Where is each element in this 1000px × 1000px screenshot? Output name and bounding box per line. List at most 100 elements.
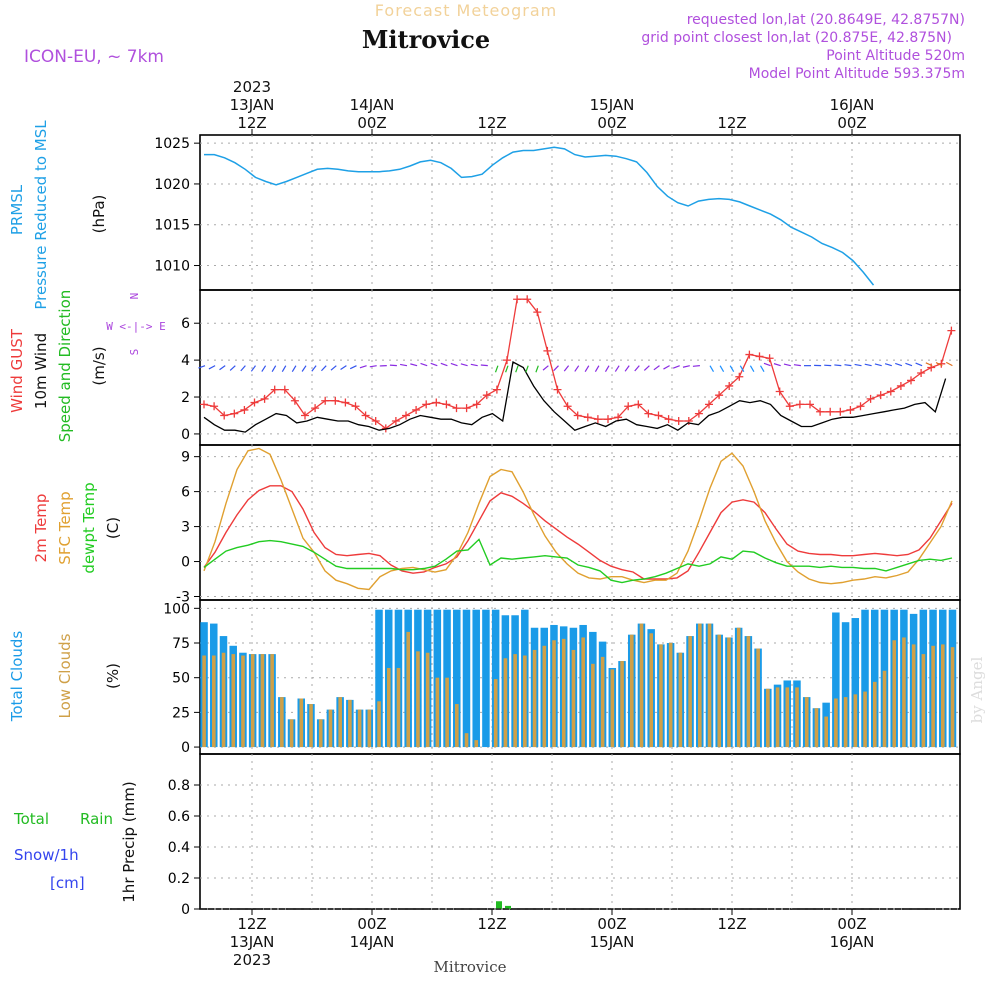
t2m-label: 2m Temp: [32, 494, 50, 563]
wind-arrow: [905, 362, 913, 367]
low-clouds-bar: [406, 631, 411, 748]
wind-arrow: [925, 362, 933, 367]
wind-arrow: [739, 365, 745, 373]
low-clouds-bar: [318, 719, 323, 748]
wind-arrow: [420, 362, 428, 367]
wind-arrow: [594, 365, 600, 373]
wind-arrow: [389, 364, 397, 367]
low-clouds-bar: [435, 677, 440, 748]
ytick-label: 50: [172, 671, 190, 687]
pressure-line: [204, 146, 875, 286]
low-clouds-bar: [707, 623, 712, 748]
wind-arrow: [515, 365, 519, 373]
gust-marker: [230, 409, 239, 418]
low-clouds-bar: [328, 709, 333, 748]
wind-arrow: [634, 365, 640, 372]
wind-arrow: [281, 365, 287, 373]
pressure-label-1: PRMSL: [8, 184, 26, 235]
wind-arrow: [340, 365, 347, 371]
low-clouds-bar: [863, 691, 867, 748]
total-clouds-bar: [851, 618, 860, 748]
low-clouds-bar: [367, 709, 372, 748]
wind-arrow: [470, 363, 478, 367]
low-clouds-bar: [552, 640, 556, 748]
ytick-label: 1020: [154, 177, 190, 193]
gust-marker: [816, 407, 825, 416]
gust-marker: [482, 391, 491, 400]
panel-frames: [199, 134, 961, 910]
snow-cm-label: [cm]: [50, 874, 85, 892]
wind-arrow: [430, 362, 438, 367]
compass-we: W <-|-> E: [106, 320, 166, 333]
wind-arrow: [719, 365, 725, 373]
low-clouds-bar: [289, 719, 294, 748]
wind-series: [198, 295, 956, 433]
gust-marker: [917, 369, 926, 378]
low-clouds-bar: [542, 645, 547, 748]
time-bottom-label: 00Z: [837, 915, 866, 933]
wind-arrow: [330, 365, 337, 371]
ytick-label: 0: [181, 555, 190, 571]
total-clouds-bar: [462, 609, 471, 748]
frame-pressure: [199, 134, 961, 291]
wind-arrow: [311, 365, 317, 372]
ytick-label: 6: [181, 316, 190, 332]
gust-marker: [290, 396, 299, 405]
low-clouds-bar: [241, 655, 245, 748]
low-clouds-bar: [804, 697, 809, 748]
low-clouds-bar: [571, 649, 576, 748]
total-clouds-bar: [453, 609, 461, 748]
time-bottom-label: 00Z: [597, 915, 626, 933]
ytick-label: 25: [172, 705, 190, 721]
gust-marker: [533, 308, 542, 317]
low-clouds-bar: [600, 656, 605, 748]
gust-marker: [705, 400, 713, 409]
gust-marker: [876, 391, 885, 400]
total-clouds-bar: [472, 609, 480, 748]
gust-marker: [513, 295, 522, 304]
gust-marker: [553, 385, 562, 394]
ytick-label: 0.2: [168, 871, 190, 887]
wind-arrow: [563, 365, 570, 372]
wind-labels: Wind GUST 10m Wind Speed and Direction (…: [8, 290, 166, 443]
frame-temp: [199, 444, 961, 601]
low-clouds-bar: [902, 637, 906, 748]
grid-coords: grid point closest lon,lat (20.875E, 42.…: [641, 30, 952, 46]
gust-marker: [331, 396, 340, 405]
time-bottom-label: 00Z: [357, 915, 386, 933]
point-altitude: Point Altitude 520m: [826, 48, 965, 64]
gust-marker: [735, 372, 744, 381]
requested-coords: requested lon,lat (20.8649E, 42.8757N): [687, 12, 965, 28]
gust-marker: [593, 415, 602, 424]
ytick-label: 4: [181, 353, 190, 369]
total-clouds-bar: [841, 622, 850, 748]
axis-ticks: 1010 1015 1020 1025 0 2 4 6 -3 0 3 6 9 0 25 50 75 100 0 0.2…: [154, 136, 200, 918]
gust-marker: [856, 402, 865, 411]
gust-marker: [896, 381, 905, 390]
pressure-unit: (hPa): [90, 195, 108, 234]
low-clouds-bar: [231, 654, 236, 748]
wind-arrow: [874, 363, 882, 367]
low-clouds-bar: [795, 687, 799, 748]
ytick-label: 9: [181, 450, 190, 466]
low-clouds-bar: [299, 698, 304, 748]
low-clouds-bar: [357, 709, 362, 748]
time-bottom-label: 2023: [233, 951, 271, 969]
low-clouds-bar: [785, 687, 790, 748]
gust-marker: [422, 400, 431, 409]
wind-arrow: [692, 365, 700, 367]
gust-marker: [280, 385, 289, 394]
low-clouds-bar: [416, 651, 420, 748]
cloud-labels: Total Clouds Low Clouds (%): [8, 631, 122, 723]
gust-marker: [442, 400, 451, 409]
low-clouds-bar: [212, 655, 216, 748]
temp-labels: 2m Temp SFC Temp dewpt Temp (C): [32, 482, 122, 573]
low-clouds-bar: [659, 644, 663, 748]
clouds-unit: (%): [104, 663, 122, 689]
rain-bar: [496, 901, 502, 909]
gust-line: [203, 298, 953, 430]
low-clouds-bar: [639, 623, 644, 748]
gust-marker: [604, 415, 612, 424]
low-clouds-bar: [503, 658, 508, 748]
wind-arrow: [400, 363, 408, 367]
